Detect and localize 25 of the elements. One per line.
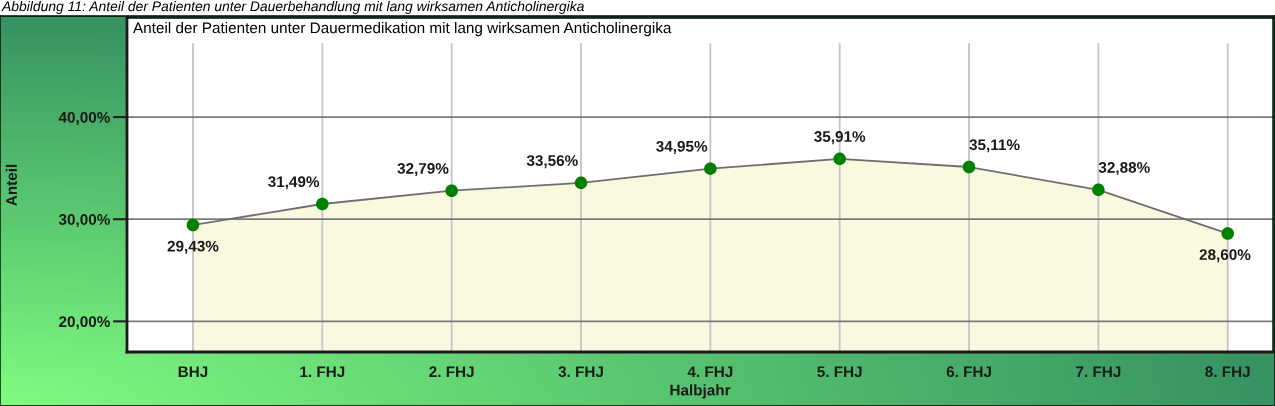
data-label: 34,95% <box>656 140 708 154</box>
x-tick-label: BHJ <box>178 366 208 378</box>
data-label: 32,88% <box>1098 162 1150 176</box>
data-label: 29,43% <box>167 240 219 254</box>
x-tick-label: 1. FHJ <box>300 366 345 378</box>
x-tick-label: 4. FHJ <box>687 366 733 378</box>
data-label: 32,79% <box>397 162 449 177</box>
data-label: 28,60% <box>1199 249 1251 263</box>
x-axis-title: Halbjahr <box>670 384 731 399</box>
chart-title: Anteil der Patienten unter Dauermedikation mit lang wirksamen Anticholinergika <box>133 22 672 37</box>
data-label: 35,91% <box>814 131 866 145</box>
data-label: 35,11% <box>969 139 1020 153</box>
x-tick-label: 5. FHJ <box>817 366 862 378</box>
x-tick-label: 6. FHJ <box>946 366 991 378</box>
data-label: 33,56% <box>526 155 578 169</box>
text: Abbildung 11: Anteil der Patienten unter Dauerbehandlung mit lang wirksamen Anticholinergika <box>1 1 584 14</box>
data-label: 31,49% <box>268 176 320 190</box>
x-tick-label: 8. FHJ <box>1205 366 1250 378</box>
y-tick-label: 30,00% <box>58 214 110 228</box>
y-tick-label: 40,00% <box>58 111 110 125</box>
x-tick-label: 3. FHJ <box>558 366 603 378</box>
x-tick-label: 7. FHJ <box>1076 366 1121 378</box>
x-tick-label: 2. FHJ <box>429 366 474 378</box>
y-axis-title: Anteil <box>5 164 17 206</box>
y-tick-label: 20,00% <box>59 316 110 330</box>
